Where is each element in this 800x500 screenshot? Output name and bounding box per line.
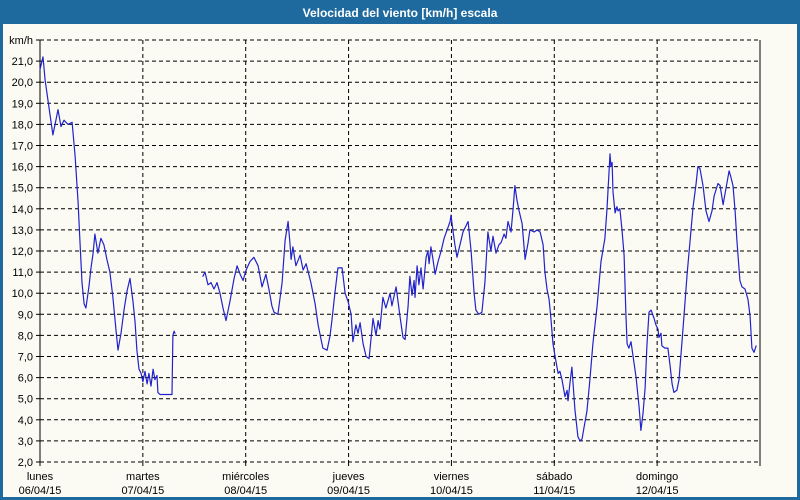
y-tick-label: 12,0 — [12, 246, 33, 258]
wind-speed-line — [39, 56, 176, 396]
axes — [36, 39, 761, 466]
y-gridlines — [40, 39, 760, 463]
x-date-label: 12/04/15 — [636, 485, 679, 497]
y-tick-label: 15,0 — [12, 183, 33, 195]
x-day-label: sábado — [536, 471, 572, 483]
window-title-bar: Velocidad del viento [km/h] escala — [3, 3, 797, 24]
y-tick-label: 16,0 — [12, 162, 33, 174]
x-date-label: 07/04/15 — [121, 485, 164, 497]
x-day-label: jueves — [332, 471, 365, 483]
y-tick-label: 10,0 — [12, 288, 33, 300]
window-title: Velocidad del viento [km/h] escala — [302, 6, 498, 20]
y-tick-label: 3,0 — [18, 436, 33, 448]
y-tick-label: 4,0 — [18, 415, 33, 427]
y-tick-label: 7,0 — [18, 352, 33, 364]
y-tick-label: 20,0 — [12, 77, 33, 89]
x-day-label: viernes — [434, 471, 470, 483]
x-date-label: 08/04/15 — [224, 485, 267, 497]
x-day-label: miércoles — [222, 471, 270, 483]
y-tick-label: 9,0 — [18, 309, 33, 321]
wind-speed-series — [39, 56, 757, 442]
y-tick-label: 11,0 — [12, 267, 33, 279]
wind-speed-chart: 2,0 3,0 4,0 5,0 6,0 7,0 8,0 9,0 10,0 11,0 12,0 13,0… — [9, 35, 761, 497]
y-tick-label: 21,0 — [12, 56, 33, 68]
x-date-label: 10/04/15 — [430, 485, 473, 497]
x-axis-labels: lunes 06/04/15 martes 07/04/15 miércoles 08/0… — [19, 471, 679, 497]
y-tick-label: 6,0 — [18, 373, 33, 385]
x-date-label: 09/04/15 — [327, 485, 370, 497]
x-date-label: 06/04/15 — [19, 485, 62, 497]
x-day-label: lunes — [27, 471, 54, 483]
x-day-label: domingo — [636, 471, 678, 483]
y-tick-label: 13,0 — [12, 225, 33, 237]
y-tick-label: 14,0 — [12, 204, 33, 216]
x-date-label: 11/04/15 — [533, 485, 575, 497]
x-gridlines — [142, 40, 658, 462]
y-axis-labels: 2,0 3,0 4,0 5,0 6,0 7,0 8,0 9,0 10,0 11,0 12,0 13,0… — [12, 56, 33, 469]
y-unit-label: km/h — [9, 35, 33, 47]
y-tick-label: 18,0 — [12, 119, 33, 131]
x-day-label: martes — [126, 471, 160, 483]
y-tick-label: 2,0 — [18, 457, 33, 469]
wind-speed-line — [202, 153, 757, 442]
y-tick-label: 8,0 — [18, 330, 33, 342]
y-tick-label: 17,0 — [12, 141, 33, 153]
y-tick-label: 19,0 — [12, 98, 33, 110]
y-tick-label: 5,0 — [18, 394, 33, 406]
